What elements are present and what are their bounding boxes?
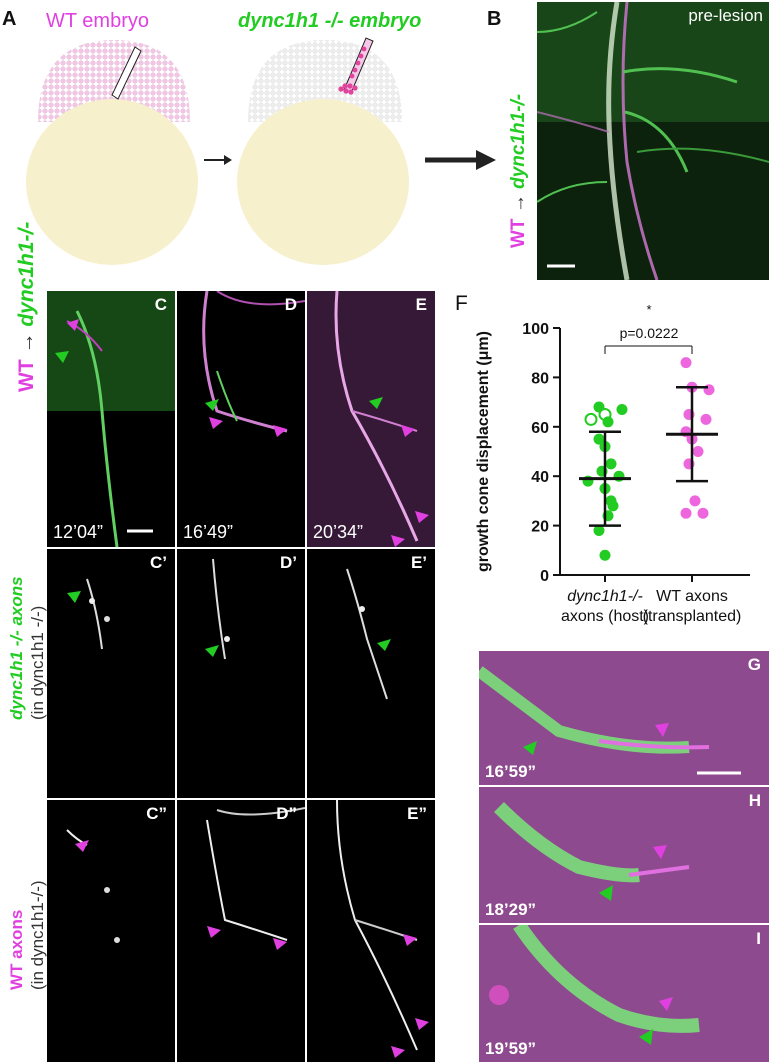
panel-b-label: B (487, 8, 502, 30)
significance-star: * (646, 302, 651, 317)
significance-bracket: * p=0.0222 (604, 302, 693, 354)
panel-c-dprime-image: C” (47, 800, 175, 1062)
panel-i-label: I (756, 929, 761, 948)
row3-side-label: WT axons (in dync1h1-/-) (7, 880, 47, 990)
arrow-2-icon (425, 150, 496, 170)
embryo-transplant-diagram (26, 37, 496, 265)
mutant-embryo-label: dync1h1 -/- embryo (238, 10, 422, 32)
panel-d-dprime-image: D” (177, 800, 305, 1062)
row1-side-label: WT → dync1h1-/- (15, 221, 38, 392)
data-point (703, 384, 715, 396)
p-value: p=0.0222 (620, 325, 679, 341)
panel-g-time: 16’59” (485, 762, 537, 781)
row2-side-label: dync1h1 -/- axons (in dync1h1 -/-) (7, 576, 47, 720)
y-tick-label: 60 (531, 420, 549, 437)
arrow-1-icon (204, 155, 232, 165)
pre-lesion-tag: pre-lesion (688, 6, 763, 25)
panel-e-prime-image: E’ (307, 549, 435, 798)
panel-d-dprime-label: D” (276, 804, 297, 823)
panel-e-image: E 20’34” (307, 291, 435, 547)
panel-i-time: 19’59” (485, 1039, 537, 1058)
y-tick-label: 80 (531, 370, 549, 387)
data-point (607, 500, 619, 512)
panel-h-label: H (748, 791, 761, 810)
wt-embryo (26, 40, 198, 265)
panel-d-prime-image: D’ (177, 549, 305, 798)
panel-f-label: F (455, 292, 468, 315)
data-point (680, 507, 692, 519)
panel-c-image: C 12’04” (47, 291, 175, 547)
data-point (700, 413, 712, 425)
panel-e-label: E (415, 295, 427, 314)
y-tick-label: 100 (522, 321, 549, 338)
x-tick-label: dync1h1-/- (567, 588, 643, 605)
panel-c-prime-image: C’ (47, 549, 175, 798)
wt-embryo-label: WT embryo (46, 10, 149, 32)
data-point (605, 458, 617, 470)
panel-d-label: D (284, 295, 297, 314)
data-point (593, 433, 605, 445)
panel-g-image: G 16’59” (479, 651, 769, 785)
panel-e-prime-label: E’ (410, 553, 427, 572)
pre-lesion-image: pre-lesion (537, 2, 769, 280)
panel-d-prime-label: D’ (280, 553, 297, 572)
data-point (689, 495, 701, 507)
panel-e-time: 20’34” (313, 522, 364, 542)
panel-d-image: D 16’49” (177, 291, 305, 547)
data-point (697, 507, 709, 519)
panel-c-time: 12’04” (53, 522, 104, 542)
y-tick-label: 20 (531, 519, 549, 536)
x-tick-label: (transplanted) (643, 608, 742, 625)
y-axis-label: growth cone displacement (μm) (475, 331, 492, 572)
panel-e-dprime-image: E” (307, 800, 435, 1062)
data-point (602, 416, 614, 428)
data-point (616, 404, 628, 416)
panel-g-label: G (747, 655, 761, 674)
panel-e-dprime-label: E” (407, 804, 427, 823)
panel-h-image: H 18’29” (479, 787, 769, 923)
panel-a-label: A (2, 8, 17, 30)
growth-cone-chart: growth cone displacement (μm) 0 20 40 60 80 1… (475, 302, 750, 625)
panel-c-label: C (154, 295, 167, 314)
data-point (692, 446, 704, 457)
x-tick-label: WT axons (656, 588, 728, 605)
data-point (584, 412, 598, 426)
y-tick-label: 40 (531, 469, 549, 486)
panel-c-dprime-label: C” (146, 804, 167, 823)
mutant-embryo (237, 37, 409, 265)
x-tick-label: axons (host) (561, 608, 649, 625)
data-point (599, 549, 611, 561)
panel-c-prime-label: C’ (150, 553, 167, 572)
panel-i-image: I 19’59” (479, 925, 769, 1062)
data-point (680, 357, 692, 369)
panel-d-time: 16’49” (183, 522, 234, 542)
panel-b-side-label: WT → dync1h1-/- (508, 93, 529, 248)
panel-h-time: 18’29” (485, 900, 537, 919)
y-tick-label: 0 (540, 568, 549, 585)
data-point (593, 525, 605, 537)
